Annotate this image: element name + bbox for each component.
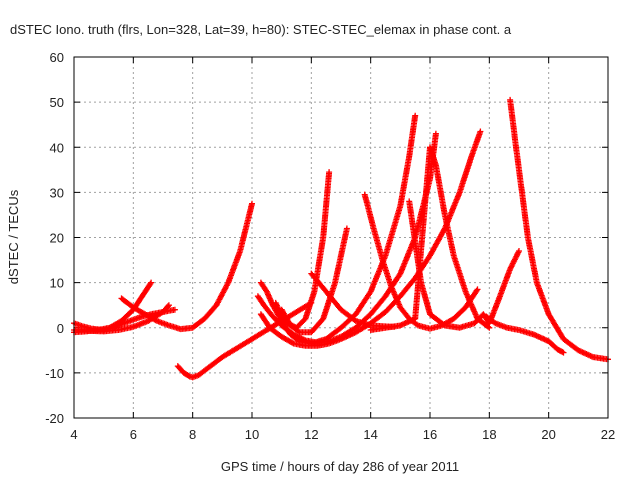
x-tick-label: 20: [541, 427, 555, 442]
data-point-marker: [164, 303, 171, 310]
x-tick-label: 10: [245, 427, 259, 442]
data-point-marker: [516, 248, 522, 254]
x-tick-label: 16: [423, 427, 437, 442]
data-point-marker: [289, 339, 296, 346]
y-tick-label: -10: [45, 366, 64, 381]
data-point-marker: [249, 200, 255, 207]
data-point-marker: [440, 321, 447, 328]
x-tick-label: 12: [304, 427, 318, 442]
data-point-marker: [474, 286, 481, 293]
y-tick-label: 20: [50, 231, 64, 246]
x-axis-title: GPS time / hours of day 286 of year 2011: [221, 459, 459, 474]
series-arc-15: [483, 313, 567, 356]
x-tick-label: 18: [482, 427, 496, 442]
data-point-marker: [165, 302, 172, 309]
series-arc-5: [174, 299, 315, 381]
y-tick-label: 10: [50, 276, 64, 291]
plot-frame: [73, 56, 609, 419]
x-tick-label: 22: [601, 427, 615, 442]
data-point-marker: [185, 372, 192, 379]
data-layer: [71, 96, 611, 381]
data-point-marker: [559, 348, 566, 355]
y-tick-label: 60: [50, 50, 64, 65]
y-tick-label: -20: [45, 411, 64, 426]
data-point-marker: [432, 130, 439, 137]
series-arc-12: [361, 191, 481, 332]
y-tick-label: 0: [57, 321, 64, 336]
x-tick-label: 8: [189, 427, 196, 442]
data-point-marker: [560, 349, 567, 356]
data-point-marker: [148, 279, 155, 286]
data-point-marker: [147, 280, 154, 287]
data-point-marker: [477, 128, 484, 135]
data-point-marker: [473, 287, 480, 294]
series-arc-16: [507, 96, 611, 363]
series-arc-4: [118, 200, 255, 333]
y-axis-title: dSTEC / TECUs: [6, 189, 21, 284]
x-tick-label: 6: [130, 427, 137, 442]
axis-layer: 4 6 8 10 12 14 16 18 20 22 -20 -10 0 10 20 30 40 50 60: [45, 50, 615, 442]
x-tick-label: 14: [363, 427, 377, 442]
data-point-marker: [343, 225, 350, 232]
data-point-marker: [412, 112, 419, 119]
chart-title: dSTEC Iono. truth (flrs, Lon=328, Lat=39…: [10, 22, 512, 37]
data-point-marker: [409, 317, 416, 323]
data-point-marker: [301, 336, 308, 343]
data-point-marker: [295, 328, 302, 335]
data-point-marker: [441, 226, 448, 233]
y-tick-label: 30: [50, 185, 64, 200]
series-arc-14: [406, 198, 522, 331]
data-point-marker: [326, 169, 333, 176]
series-arc-13: [367, 144, 493, 333]
y-tick-label: 40: [50, 140, 64, 155]
x-tick-label: 4: [70, 427, 77, 442]
y-tick-label: 50: [50, 95, 64, 110]
data-point-marker: [171, 306, 178, 313]
